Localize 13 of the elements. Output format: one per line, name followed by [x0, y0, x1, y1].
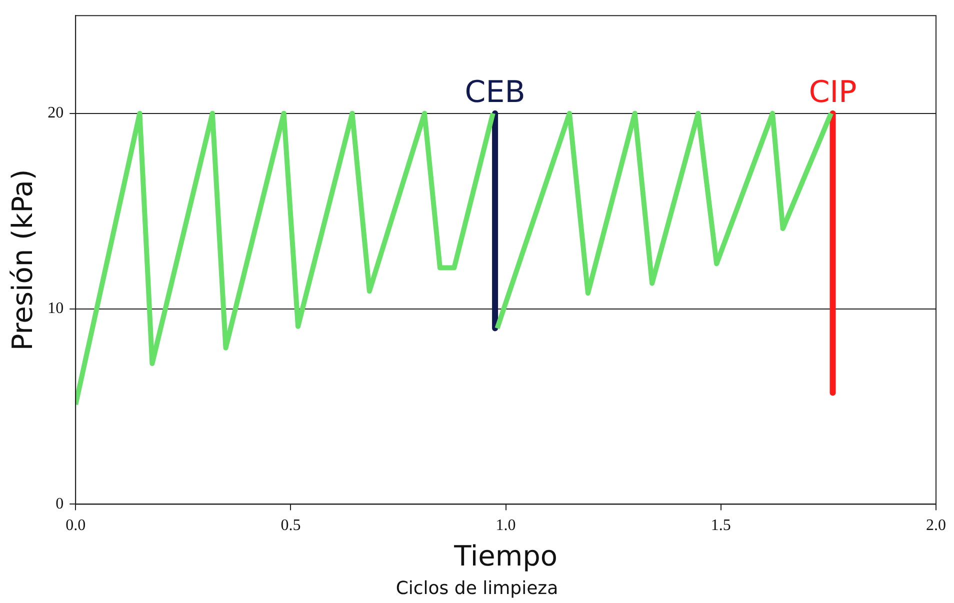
x-axis-title: Tiempo — [453, 539, 558, 572]
x-tick-label: 0.0 — [66, 517, 86, 534]
text: Ciclos de limpieza — [394, 578, 560, 599]
x-tick-label: 0.5 — [280, 517, 301, 534]
y-axis-title: Presión (kPa) — [6, 169, 40, 351]
x-tick-label: 1.5 — [710, 517, 731, 534]
series-label: CEB — [464, 75, 526, 110]
series-label: CIP — [808, 75, 857, 110]
x-tick-label: 2.0 — [926, 517, 946, 534]
y-tick-label: 0 — [56, 495, 64, 512]
y-tick-label: 20 — [48, 104, 64, 122]
x-tick-label: 1.0 — [496, 517, 516, 534]
y-tick-label: 10 — [48, 300, 64, 317]
